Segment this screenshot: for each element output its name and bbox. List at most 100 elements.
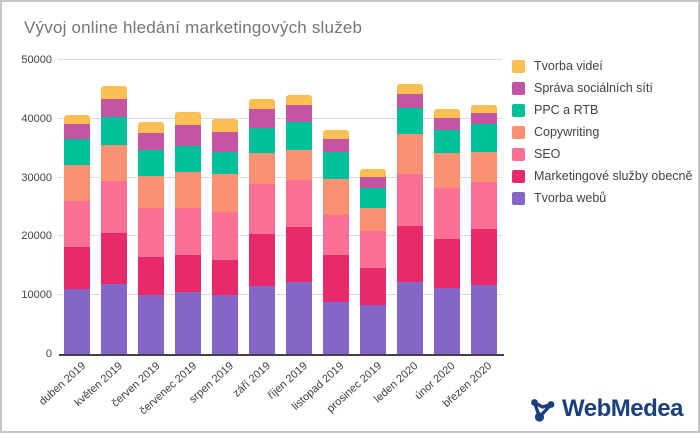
bar-segment[interactable] bbox=[322, 301, 349, 354]
bar-segment[interactable] bbox=[470, 124, 497, 152]
bar-segment[interactable] bbox=[470, 229, 497, 286]
bar-segment[interactable] bbox=[359, 305, 386, 354]
bar-segment[interactable] bbox=[470, 104, 497, 113]
bar-segment[interactable] bbox=[175, 172, 202, 208]
bar-segment[interactable] bbox=[101, 117, 128, 146]
bar-segment[interactable] bbox=[249, 99, 276, 110]
bar-segment[interactable] bbox=[175, 112, 202, 126]
bar-segment[interactable] bbox=[101, 98, 128, 118]
bar-segment[interactable] bbox=[212, 151, 239, 175]
bar-segment[interactable] bbox=[64, 124, 91, 139]
bar-segment[interactable] bbox=[396, 94, 423, 108]
bar-segment[interactable] bbox=[64, 164, 91, 202]
bar-segment[interactable] bbox=[249, 128, 276, 153]
bar-segment[interactable] bbox=[175, 125, 202, 146]
bar-segment[interactable] bbox=[285, 105, 312, 123]
bar-segment[interactable] bbox=[175, 207, 202, 255]
stacked-bar-říjen-2019[interactable] bbox=[285, 94, 312, 354]
stacked-bar-červen-2019[interactable] bbox=[138, 122, 165, 354]
bar-segment[interactable] bbox=[433, 238, 460, 289]
bar-segment[interactable] bbox=[138, 150, 165, 176]
bar-segment[interactable] bbox=[249, 184, 276, 235]
bar-segment[interactable] bbox=[322, 178, 349, 215]
bar-segment[interactable] bbox=[249, 286, 276, 354]
bar-segment[interactable] bbox=[285, 179, 312, 228]
bar-segment[interactable] bbox=[285, 150, 312, 180]
bar-segment[interactable] bbox=[64, 138, 91, 165]
bar-segment[interactable] bbox=[322, 139, 349, 152]
bar-segment[interactable] bbox=[359, 230, 386, 269]
bar-segment[interactable] bbox=[138, 257, 165, 295]
stacked-bar-leden-2020[interactable] bbox=[396, 84, 423, 354]
stacked-bar-prosinec-2019[interactable] bbox=[359, 169, 386, 354]
bar-segment[interactable] bbox=[64, 247, 91, 290]
bar-segment[interactable] bbox=[101, 145, 128, 181]
bar-segment[interactable] bbox=[470, 151, 497, 183]
bar-segment[interactable] bbox=[212, 211, 239, 260]
bar-segment[interactable] bbox=[212, 174, 239, 212]
stacked-bar-září-2019[interactable] bbox=[249, 99, 276, 354]
bar-segment[interactable] bbox=[433, 188, 460, 239]
bar-segment[interactable] bbox=[249, 109, 276, 129]
bar-segment[interactable] bbox=[138, 208, 165, 257]
bar-segment[interactable] bbox=[470, 182, 497, 230]
bar-segment[interactable] bbox=[138, 122, 165, 133]
bar-segment[interactable] bbox=[359, 207, 386, 231]
bar-segment[interactable] bbox=[175, 254, 202, 292]
bar-segment[interactable] bbox=[138, 175, 165, 209]
bar-segment[interactable] bbox=[138, 294, 165, 354]
bar-segment[interactable] bbox=[212, 259, 239, 295]
bar-segment[interactable] bbox=[138, 132, 165, 151]
bar-segment[interactable] bbox=[249, 152, 276, 185]
bar-segment[interactable] bbox=[175, 145, 202, 173]
stacked-bar-listopad-2019[interactable] bbox=[322, 130, 349, 354]
bar-slot bbox=[465, 60, 502, 354]
bar-segment[interactable] bbox=[433, 152, 460, 189]
bar-segment[interactable] bbox=[396, 107, 423, 134]
bar-segment[interactable] bbox=[212, 294, 239, 354]
bars-group bbox=[59, 60, 502, 354]
bar-segment[interactable] bbox=[470, 285, 497, 354]
stacked-bar-srpen-2019[interactable] bbox=[212, 119, 239, 354]
bar-segment[interactable] bbox=[396, 173, 423, 227]
bar-segment[interactable] bbox=[249, 234, 276, 287]
bar-segment[interactable] bbox=[285, 281, 312, 354]
bar-segment[interactable] bbox=[101, 233, 128, 285]
bar-segment[interactable] bbox=[359, 188, 386, 208]
bar-segment[interactable] bbox=[433, 130, 460, 153]
bar-segment[interactable] bbox=[64, 201, 91, 247]
bar-segment[interactable] bbox=[359, 169, 386, 178]
stacked-bar-březen-2020[interactable] bbox=[470, 104, 497, 354]
bar-segment[interactable] bbox=[322, 214, 349, 255]
bar-segment[interactable] bbox=[285, 227, 312, 282]
bar-segment[interactable] bbox=[470, 112, 497, 125]
bar-segment[interactable] bbox=[359, 177, 386, 189]
bar-segment[interactable] bbox=[322, 151, 349, 179]
stacked-bar-duben-2019[interactable] bbox=[64, 114, 91, 354]
y-tick-label: 50000 bbox=[21, 54, 52, 66]
bar-segment[interactable] bbox=[396, 226, 423, 283]
bar-segment[interactable] bbox=[322, 130, 349, 140]
bar-segment[interactable] bbox=[212, 131, 239, 152]
bar-segment[interactable] bbox=[101, 284, 128, 354]
bar-segment[interactable] bbox=[396, 133, 423, 174]
bar-segment[interactable] bbox=[433, 109, 460, 119]
bar-segment[interactable] bbox=[322, 254, 349, 302]
bar-segment[interactable] bbox=[212, 119, 239, 132]
bar-segment[interactable] bbox=[359, 268, 386, 306]
bar-segment[interactable] bbox=[396, 84, 423, 95]
bar-segment[interactable] bbox=[433, 288, 460, 354]
bar-segment[interactable] bbox=[433, 118, 460, 131]
bar-segment[interactable] bbox=[101, 180, 128, 234]
bar-segment[interactable] bbox=[64, 289, 91, 354]
bar-segment[interactable] bbox=[285, 122, 312, 150]
x-axis: duben 2019 květen 2019 červen 2019 červenec… bbox=[37, 360, 502, 430]
stacked-bar-červenec-2019[interactable] bbox=[175, 112, 202, 354]
stacked-bar-únor-2020[interactable] bbox=[433, 109, 460, 354]
bar-segment[interactable] bbox=[285, 94, 312, 106]
bar-segment[interactable] bbox=[64, 114, 91, 125]
stacked-bar-květen-2019[interactable] bbox=[101, 85, 128, 354]
bar-segment[interactable] bbox=[175, 291, 202, 354]
bar-segment[interactable] bbox=[396, 282, 423, 354]
bar-segment[interactable] bbox=[101, 85, 128, 99]
